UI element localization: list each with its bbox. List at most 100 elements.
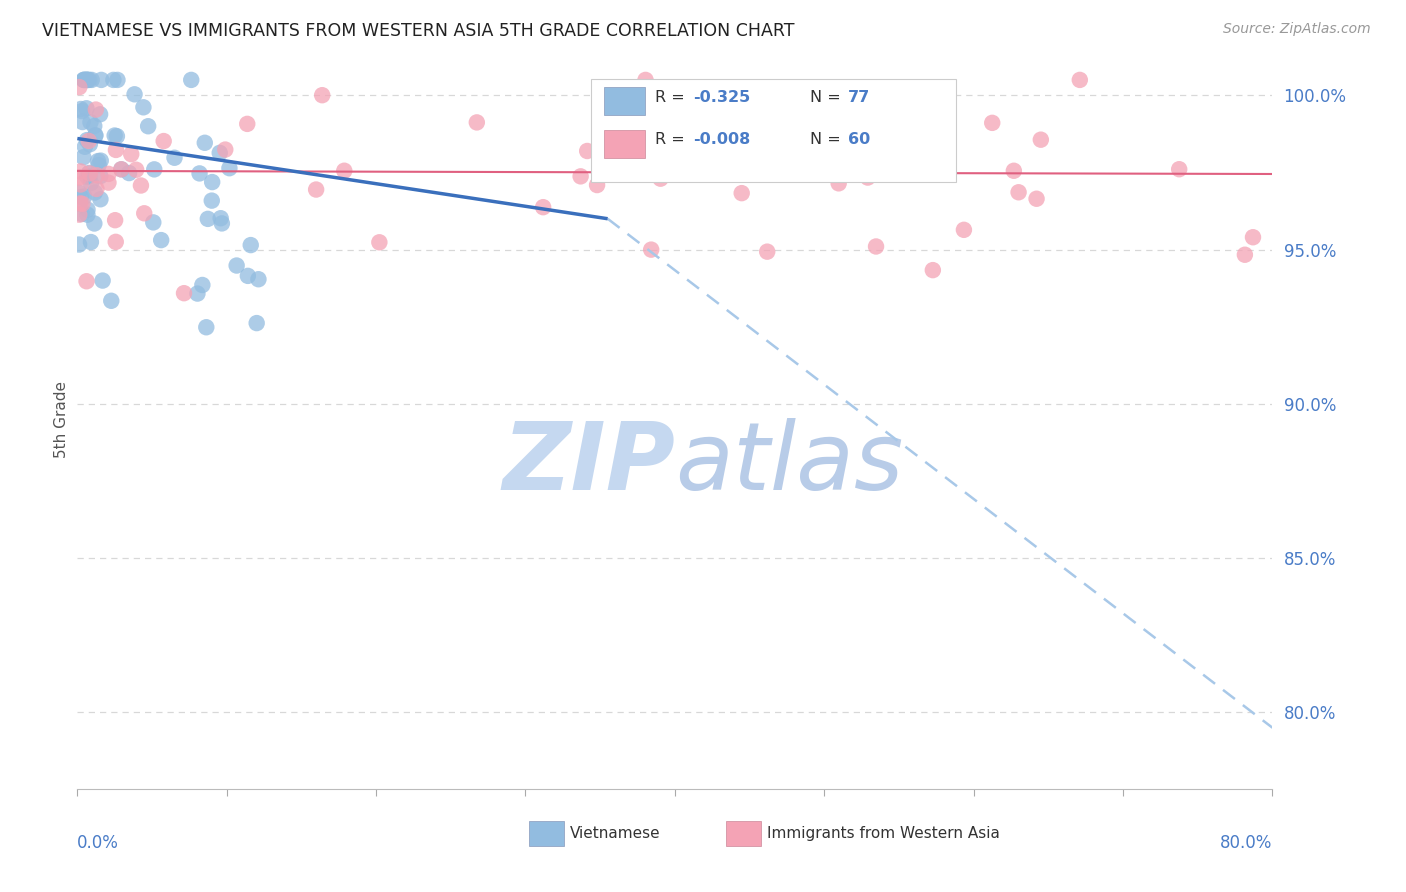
Point xyxy=(86,169,108,183)
Point xyxy=(89,192,111,206)
Point xyxy=(84,103,107,117)
Point xyxy=(1069,73,1091,87)
Point xyxy=(236,268,259,283)
Point xyxy=(105,129,128,144)
Point xyxy=(152,134,174,148)
Point xyxy=(76,73,98,87)
Point xyxy=(75,73,97,87)
Point xyxy=(125,162,148,177)
FancyBboxPatch shape xyxy=(727,822,761,847)
Point xyxy=(756,244,779,259)
Point xyxy=(173,286,195,301)
FancyBboxPatch shape xyxy=(605,129,645,158)
Point xyxy=(70,104,93,119)
Point xyxy=(640,243,662,257)
Point xyxy=(186,286,208,301)
Point xyxy=(103,73,125,87)
Point xyxy=(76,202,98,217)
Point xyxy=(76,73,98,87)
Point xyxy=(576,144,599,158)
Point xyxy=(76,133,98,147)
Point xyxy=(90,73,112,87)
Text: 77: 77 xyxy=(848,90,870,104)
Point xyxy=(195,320,218,334)
Point xyxy=(90,153,112,168)
Point xyxy=(75,73,97,87)
Point xyxy=(76,208,98,222)
Point xyxy=(333,163,356,178)
Point xyxy=(305,182,328,196)
Point xyxy=(67,208,90,222)
Point xyxy=(69,196,91,211)
Point xyxy=(67,237,90,252)
Point xyxy=(73,189,96,203)
Point xyxy=(197,211,219,226)
Point xyxy=(77,166,100,180)
Point xyxy=(129,178,152,193)
Text: N =: N = xyxy=(810,132,846,147)
Point xyxy=(80,73,103,87)
Point xyxy=(856,170,879,185)
Point xyxy=(75,101,97,115)
Point xyxy=(201,175,224,189)
Text: R =: R = xyxy=(655,90,689,104)
Text: Immigrants from Western Asia: Immigrants from Western Asia xyxy=(766,826,1000,841)
Point xyxy=(132,100,155,114)
Point xyxy=(1233,248,1256,262)
Point xyxy=(76,73,98,87)
Point xyxy=(191,277,214,292)
Text: 80.0%: 80.0% xyxy=(1220,834,1272,852)
Point xyxy=(91,274,114,288)
Text: ZIP: ZIP xyxy=(502,417,675,509)
Point xyxy=(79,166,101,180)
Point xyxy=(188,166,211,180)
Point xyxy=(80,176,103,190)
Text: 0.0%: 0.0% xyxy=(77,834,120,852)
Y-axis label: 5th Grade: 5th Grade xyxy=(53,381,69,458)
Point xyxy=(67,80,90,95)
FancyBboxPatch shape xyxy=(529,822,564,847)
Point xyxy=(69,164,91,178)
Point xyxy=(104,235,127,249)
Point xyxy=(981,116,1004,130)
Point xyxy=(87,154,110,169)
Point xyxy=(118,166,141,180)
Point xyxy=(246,316,269,330)
Point xyxy=(634,73,657,87)
Point xyxy=(89,107,111,121)
Point xyxy=(86,182,108,196)
Point xyxy=(124,87,146,102)
Point xyxy=(163,151,186,165)
Point xyxy=(83,217,105,231)
Point xyxy=(79,137,101,152)
Point xyxy=(67,186,90,200)
Point xyxy=(72,150,94,164)
Point xyxy=(218,161,240,176)
Text: N =: N = xyxy=(810,90,846,104)
Text: atlas: atlas xyxy=(675,418,903,509)
Point xyxy=(73,140,96,154)
Point xyxy=(827,177,849,191)
Text: 60: 60 xyxy=(848,132,870,147)
Point xyxy=(180,73,202,87)
Point xyxy=(865,239,887,253)
Point xyxy=(107,73,129,87)
Point xyxy=(110,162,132,177)
FancyBboxPatch shape xyxy=(605,87,645,115)
Point xyxy=(79,115,101,129)
Text: Source: ZipAtlas.com: Source: ZipAtlas.com xyxy=(1223,22,1371,37)
Point xyxy=(97,167,120,181)
Point xyxy=(569,169,592,184)
Point xyxy=(84,128,107,143)
Point xyxy=(1168,162,1191,177)
Point xyxy=(104,143,127,157)
Point xyxy=(87,158,110,172)
Point xyxy=(194,136,217,150)
Point xyxy=(134,206,156,220)
Point xyxy=(79,169,101,183)
Text: Vietnamese: Vietnamese xyxy=(569,826,661,841)
Point xyxy=(69,196,91,211)
Point xyxy=(83,186,105,200)
Point xyxy=(77,73,100,87)
Point xyxy=(76,169,98,184)
